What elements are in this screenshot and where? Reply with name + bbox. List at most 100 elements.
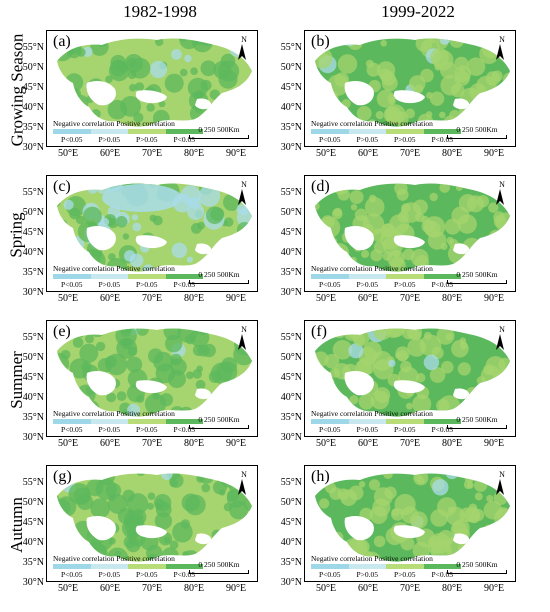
legend: Negative correlation Positive correlatio…: [53, 119, 203, 144]
north-arrow-shape: [496, 44, 504, 60]
legend-class-label: P<0.05: [173, 570, 196, 579]
latitude-tick: 45°N: [22, 227, 44, 238]
latitude-tick: 55°N: [280, 42, 302, 53]
map-image: [315, 183, 510, 272]
latitude-tick: 35°N: [280, 412, 302, 423]
latitude-tick: 50°N: [22, 207, 44, 218]
legend-swatch: [311, 274, 349, 279]
map-frame: (a) N Negative correlation Positive correl…: [46, 30, 258, 147]
legend-class-label: P<0.05: [318, 425, 341, 434]
longitude-tick: 90°E: [484, 293, 505, 304]
map-panel: (f) N Negative correlation Positive correl…: [281, 320, 540, 458]
legend-swatch: [423, 274, 461, 279]
latitude-tick: 30°N: [280, 432, 302, 443]
legend-color-bar: [311, 419, 461, 424]
legend-classes: P<0.05 P>0.05 P>0.05 P<0.05: [311, 570, 461, 579]
legend: Negative correlation Positive correlatio…: [311, 119, 461, 144]
latitude-tick: 35°N: [22, 557, 44, 568]
latitude-tick: 50°N: [22, 497, 44, 508]
panel-label: (g): [53, 468, 72, 485]
legend-class-label: P<0.05: [173, 425, 196, 434]
north-arrow-shape: [238, 479, 246, 495]
legend-class-label: P<0.05: [318, 570, 341, 579]
latitude-tick: 35°N: [280, 122, 302, 133]
scale-bar-line: [189, 280, 249, 284]
map-panel: (e) N Negative correlation Positive correl…: [23, 320, 282, 458]
legend-header: Negative correlation Positive correlatio…: [311, 119, 433, 128]
map-panel: (a) N Negative correlation Positive correl…: [23, 30, 282, 168]
latitude-tick: 55°N: [22, 187, 44, 198]
legend-class-label: P>0.05: [356, 135, 379, 144]
latitude-tick: 45°N: [280, 372, 302, 383]
legend-class-label: P>0.05: [356, 425, 379, 434]
scale-bar-text: 0 250 500Km: [456, 270, 498, 279]
north-arrow-icon: N: [495, 35, 509, 60]
longitude-tick: 60°E: [358, 148, 379, 159]
map-image: [315, 38, 510, 127]
map-frame: (d) N Negative correlation Positive correl…: [304, 175, 516, 292]
legend-class-label: P<0.05: [431, 280, 454, 289]
legend-swatch: [386, 419, 424, 424]
scale-bar-line: [189, 135, 249, 139]
panel-label: (h): [311, 468, 330, 485]
legend-class-label: P<0.05: [60, 425, 83, 434]
latitude-tick: 35°N: [22, 412, 44, 423]
legend-swatch: [90, 129, 128, 134]
legend-class-label: P<0.05: [60, 135, 83, 144]
scale-bar-text: 0 250 500Km: [456, 125, 498, 134]
north-arrow-icon: N: [237, 35, 251, 60]
column-title-1999-2022: 1999-2022: [381, 2, 455, 21]
legend-color-bar: [311, 564, 461, 569]
legend-swatch: [348, 564, 386, 569]
longitude-tick: 50°E: [316, 148, 337, 159]
scale-bar-text: 0 250 500Km: [198, 560, 240, 569]
legend-class-label: P>0.05: [98, 570, 121, 579]
legend-class-label: P>0.05: [393, 135, 416, 144]
legend-classes: P<0.05 P>0.05 P>0.05 P<0.05: [311, 425, 461, 434]
legend-swatch: [386, 564, 424, 569]
longitude-tick: 60°E: [100, 583, 121, 594]
legend-swatch: [53, 419, 91, 424]
legend-swatch: [311, 129, 349, 134]
legend-header: Negative correlation Positive correlatio…: [53, 554, 175, 563]
longitude-tick: 90°E: [226, 293, 247, 304]
legend-swatch: [165, 274, 203, 279]
latitude-tick: 55°N: [22, 332, 44, 343]
scale-bar-line: [447, 280, 507, 284]
legend-class-label: P<0.05: [318, 135, 341, 144]
map-image: [315, 473, 510, 562]
latitude-tick: 45°N: [22, 517, 44, 528]
legend-class-label: P<0.05: [431, 135, 454, 144]
legend-swatch: [128, 419, 166, 424]
legend-class-label: P>0.05: [356, 280, 379, 289]
longitude-tick: 60°E: [358, 583, 379, 594]
panel-label: (f): [311, 323, 327, 340]
legend-swatch: [128, 564, 166, 569]
map-image: [57, 38, 252, 127]
scale-bar: 0 250 500Km: [183, 125, 255, 139]
scale-bar: 0 250 500Km: [441, 560, 513, 574]
legend-color-bar: [311, 129, 461, 134]
legend-header: Negative correlation Positive correlatio…: [53, 264, 175, 273]
legend-swatch: [53, 129, 91, 134]
longitude-tick: 70°E: [400, 148, 421, 159]
map-panel: (g) N Negative correlation Positive correl…: [23, 465, 282, 603]
latitude-tick: 35°N: [22, 122, 44, 133]
latitude-tick: 40°N: [280, 247, 302, 258]
latitude-tick: 55°N: [280, 187, 302, 198]
longitude-tick: 80°E: [184, 293, 205, 304]
legend-class-label: P<0.05: [60, 280, 83, 289]
legend: Negative correlation Positive correlatio…: [53, 264, 203, 289]
scale-bar-text: 0 250 500Km: [456, 415, 498, 424]
north-arrow-shape: [496, 479, 504, 495]
scale-bar-line: [189, 570, 249, 574]
longitude-tick: 70°E: [142, 583, 163, 594]
map-frame: (c) N Negative correlation Positive correl…: [46, 175, 258, 292]
longitude-tick: 80°E: [184, 583, 205, 594]
longitude-tick: 80°E: [184, 438, 205, 449]
legend-swatch: [348, 129, 386, 134]
legend-swatch: [423, 564, 461, 569]
legend-swatch: [348, 274, 386, 279]
north-label: N: [241, 180, 247, 189]
panel-label: (b): [311, 33, 330, 50]
